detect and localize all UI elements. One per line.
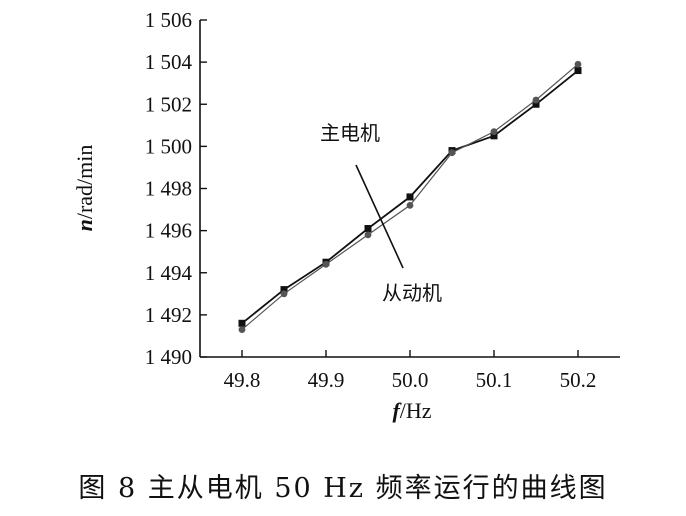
y-axis-label: n/rad/min <box>72 145 97 232</box>
x-tick-label: 50.2 <box>560 368 597 392</box>
data-point <box>238 319 246 327</box>
y-tick-label: 1 494 <box>145 261 193 285</box>
data-point <box>406 201 414 209</box>
chart: 1 490 1 492 1 494 1 496 1 498 1 500 1 502 1 504… <box>72 8 620 423</box>
data-point <box>448 149 456 157</box>
y-axis-unit: /rad/min <box>72 145 97 220</box>
annotations: 主电机 从动机 <box>320 121 442 305</box>
x-tick-label: 49.9 <box>308 368 345 392</box>
series-slave <box>238 60 582 334</box>
figure-caption: 图 8 主从电机 50 Hz 频率运行的曲线图 <box>78 473 608 504</box>
data-point <box>574 60 582 68</box>
y-tick-label: 1 490 <box>145 345 192 369</box>
y-tick-label: 1 506 <box>145 8 192 32</box>
data-point <box>406 193 414 201</box>
y-tick-label: 1 502 <box>145 92 192 116</box>
data-point <box>322 260 330 268</box>
data-point <box>490 128 498 136</box>
y-tick-label: 1 496 <box>145 219 192 243</box>
x-axis-unit: /Hz <box>400 398 432 423</box>
data-point <box>490 132 498 140</box>
y-tick-label: 1 500 <box>145 134 192 158</box>
y-tick-label: 1 492 <box>145 303 192 327</box>
data-point <box>532 96 540 104</box>
data-point <box>532 100 540 108</box>
data-point <box>280 290 288 298</box>
x-tick-label: 50.1 <box>476 368 513 392</box>
annotation-slave-motor: 从动机 <box>382 281 442 305</box>
x-axis-symbol: f <box>392 398 402 423</box>
data-point <box>280 286 288 294</box>
x-tick-label: 49.8 <box>224 368 261 392</box>
y-tick-label: 1 498 <box>145 177 192 201</box>
series-layer <box>238 60 582 334</box>
annotation-leader-line <box>355 164 404 269</box>
x-tick-label: 50.0 <box>392 368 429 392</box>
y-axis-symbol: n <box>72 219 97 231</box>
data-point <box>574 67 582 75</box>
axis-labels: f/Hz n/rad/min <box>72 145 432 423</box>
axes: 1 490 1 492 1 494 1 496 1 498 1 500 1 502 1 504… <box>145 8 620 392</box>
y-tick-label: 1 504 <box>145 50 193 74</box>
x-axis-label: f/Hz <box>392 398 431 423</box>
data-point <box>238 326 246 334</box>
data-point <box>364 231 372 239</box>
data-point <box>364 225 372 233</box>
annotation-master-motor: 主电机 <box>320 121 380 145</box>
